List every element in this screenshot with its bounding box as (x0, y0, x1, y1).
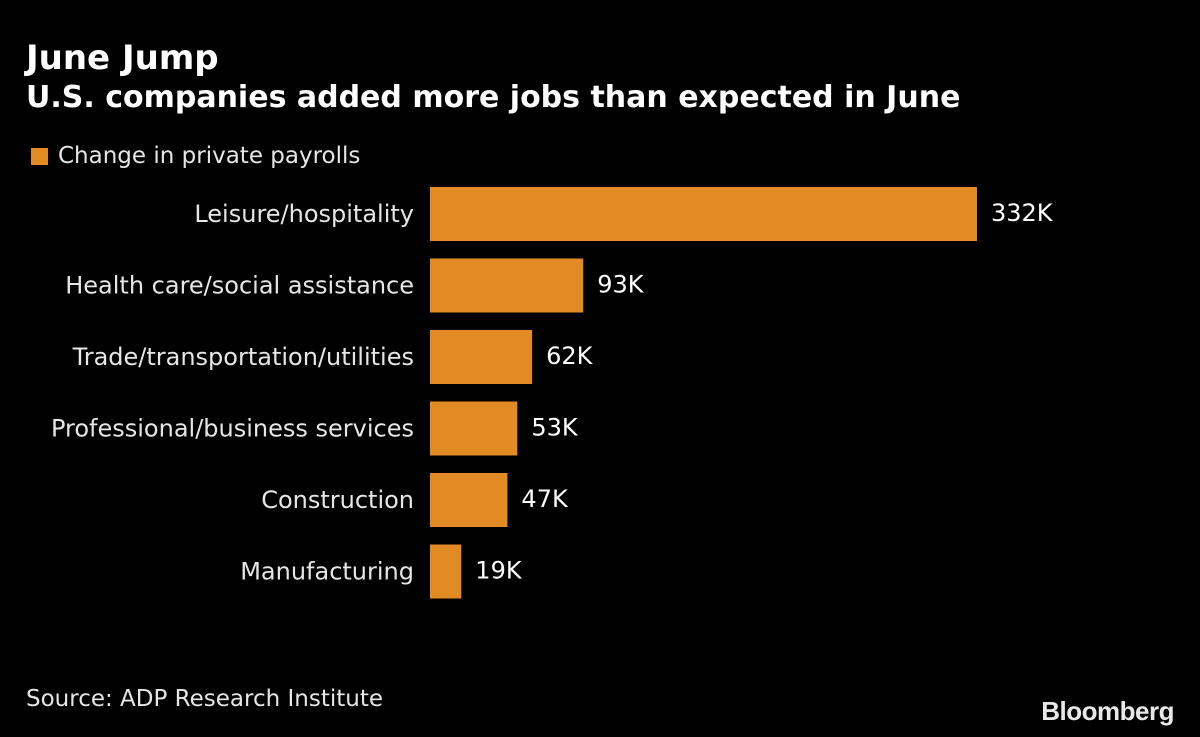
category-label: Trade/transportation/utilities (72, 343, 414, 371)
value-label: 332K (991, 199, 1054, 227)
category-label: Construction (261, 486, 414, 514)
legend-swatch (31, 147, 48, 165)
value-label: 47K (521, 485, 569, 513)
bar (430, 401, 518, 456)
bar (430, 258, 584, 313)
bar (430, 187, 977, 241)
chart-subtitle: U.S. companies added more jobs than expe… (26, 80, 961, 115)
bar (430, 330, 533, 384)
value-label: 62K (546, 342, 594, 370)
chart-title: June Jump (26, 38, 219, 78)
legend-label: Change in private payrolls (58, 143, 361, 169)
bloomberg-logo: Bloomberg (1041, 696, 1174, 726)
bar (430, 544, 462, 599)
bar-chart: Leisure/hospitality 332K Health care/socia… (51, 187, 1054, 599)
value-label: 19K (475, 557, 523, 585)
value-label: 53K (531, 414, 579, 442)
category-label: Health care/social assistance (65, 272, 414, 300)
legend: Change in private payrolls (31, 142, 360, 170)
source-note: Source: ADP Research Institute (26, 686, 384, 712)
category-label: Professional/business services (51, 415, 414, 443)
category-label: Leisure/hospitality (194, 200, 414, 228)
bar (430, 473, 508, 527)
value-label: 93K (597, 271, 645, 299)
category-label: Manufacturing (240, 558, 414, 586)
